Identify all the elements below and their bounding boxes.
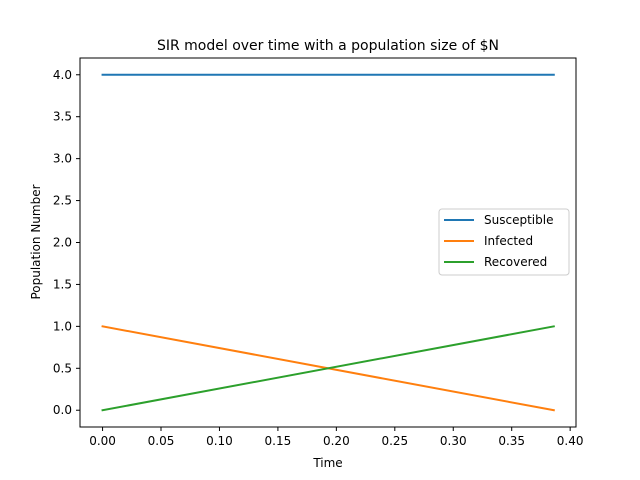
y-axis: 0.0 0.5 1.0 1.5 2.0 2.5 3.0 3.5 4.0 — [53, 68, 80, 417]
x-tick-label: 0.25 — [381, 434, 408, 448]
y-tick-label: 3.0 — [53, 152, 72, 166]
series-layer — [101, 73, 555, 412]
y-tick-label: 2.0 — [53, 236, 72, 250]
x-tick-label: 0.10 — [206, 434, 233, 448]
y-tick-label: 0.0 — [53, 403, 72, 417]
chart-title: SIR model over time with a population si… — [157, 38, 499, 54]
y-tick-label: 4.0 — [53, 68, 72, 82]
legend: Susceptible Infected Recovered — [438, 208, 570, 276]
legend-box — [438, 208, 570, 276]
x-tick-label: 0.35 — [498, 434, 525, 448]
x-axis: 0.00 0.05 0.10 0.15 0.20 0.25 0.30 0.35 0.40 — [89, 427, 584, 448]
x-tick-label: 0.40 — [557, 434, 584, 448]
x-tick-label: 0.20 — [323, 434, 350, 448]
legend-label-recovered: Recovered — [484, 255, 547, 269]
x-tick-label: 0.15 — [265, 434, 292, 448]
y-axis-label: Population Number — [29, 184, 43, 299]
legend-label-susceptible: Susceptible — [484, 213, 553, 227]
y-tick-label: 1.0 — [53, 319, 72, 333]
y-tick-label: 3.5 — [53, 110, 72, 124]
x-tick-label: 0.30 — [440, 434, 467, 448]
x-tick-label: 0.05 — [148, 434, 175, 448]
y-tick-label: 0.5 — [53, 361, 72, 375]
x-tick-label: 0.00 — [89, 434, 116, 448]
y-tick-label: 2.5 — [53, 194, 72, 208]
y-tick-label: 1.5 — [53, 277, 72, 291]
series-line-recovered — [101, 325, 555, 412]
legend-label-infected: Infected — [484, 234, 533, 248]
x-axis-label: Time — [312, 456, 342, 470]
